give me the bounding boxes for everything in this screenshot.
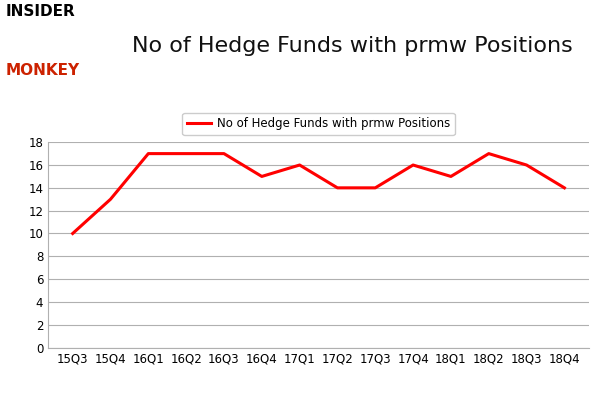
Text: No of Hedge Funds with prmw Positions: No of Hedge Funds with prmw Positions bbox=[132, 36, 573, 56]
Text: INSIDER: INSIDER bbox=[6, 4, 76, 19]
Text: MONKEY: MONKEY bbox=[6, 63, 80, 78]
Legend: No of Hedge Funds with prmw Positions: No of Hedge Funds with prmw Positions bbox=[183, 113, 454, 135]
